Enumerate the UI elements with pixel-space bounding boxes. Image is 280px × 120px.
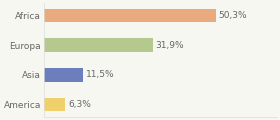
Text: 11,5%: 11,5% (86, 70, 114, 79)
Text: 6,3%: 6,3% (68, 100, 91, 109)
Bar (44, 68, 83, 82)
Bar (44, 38, 153, 52)
Bar (44, 9, 216, 22)
Text: 31,9%: 31,9% (156, 41, 184, 50)
Text: 50,3%: 50,3% (219, 11, 247, 20)
Bar (44, 98, 65, 111)
